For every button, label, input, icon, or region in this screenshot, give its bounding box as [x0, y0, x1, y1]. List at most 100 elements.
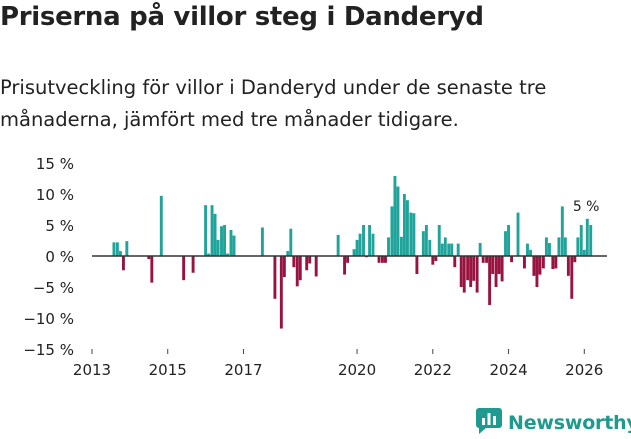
bar: [292, 256, 296, 268]
bar: [431, 256, 435, 265]
bar: [551, 256, 555, 270]
bar: [220, 226, 223, 256]
bar: [402, 194, 406, 256]
bar: [516, 212, 520, 256]
bar: [475, 256, 479, 293]
bar: [526, 243, 529, 256]
bar: [443, 237, 447, 256]
bar: [428, 239, 432, 256]
bar: [112, 242, 116, 256]
bar: [279, 256, 283, 329]
x-tick-label: 2022: [414, 361, 452, 379]
bar: [554, 256, 558, 269]
bar: [286, 251, 290, 256]
bar: [494, 256, 498, 287]
bar: [346, 256, 350, 263]
bar: [390, 206, 394, 256]
bar: [355, 239, 359, 256]
bar: [504, 231, 507, 256]
bar: [560, 206, 564, 256]
chart-subtitle: Prisutveckling för villor i Danderyd und…: [0, 76, 547, 131]
latest-value-annotation: 5 %: [573, 199, 600, 215]
bar: [582, 249, 586, 256]
x-tick-label: 2017: [224, 361, 262, 379]
bar: [150, 256, 154, 283]
bar: [204, 205, 208, 256]
x-tick-label: 2020: [338, 361, 376, 379]
bar: [147, 256, 151, 260]
y-tick-label: 10 %: [36, 186, 74, 204]
bar: [500, 256, 504, 282]
bar: [226, 253, 230, 256]
bar: [421, 231, 425, 256]
bar: [387, 237, 390, 256]
bar: [466, 256, 470, 281]
bar: [118, 251, 122, 256]
bar: [579, 225, 583, 256]
bar: [557, 237, 561, 256]
bar: [115, 242, 119, 256]
bar: [563, 237, 567, 256]
bar: [434, 256, 438, 261]
bar: [547, 242, 551, 256]
bar: [371, 233, 375, 256]
bar: [576, 237, 580, 256]
bar: [440, 243, 444, 256]
bar: [282, 256, 286, 278]
bar: [459, 256, 463, 287]
newsworthy-logo-icon: [476, 407, 502, 439]
chart-title: Priserna på villor steg i Danderyd: [0, 2, 484, 32]
bar: [399, 236, 403, 256]
bar: [232, 235, 236, 256]
bar: [485, 256, 489, 263]
bar: [191, 256, 195, 273]
bar: [368, 225, 372, 256]
bar: [260, 227, 264, 256]
bar: [544, 237, 548, 256]
bar: [210, 205, 214, 256]
y-tick-label: −10 %: [23, 310, 74, 328]
bar: [450, 243, 454, 256]
bar: [362, 225, 365, 256]
bar: [491, 256, 495, 274]
bar: [529, 249, 532, 256]
bar: [352, 249, 356, 256]
bar: [384, 256, 387, 263]
bar: [289, 228, 293, 256]
newsworthy-brand[interactable]: Newsworthy: [476, 408, 631, 438]
bar: [478, 242, 482, 256]
bar: [380, 256, 384, 263]
bar: [415, 256, 419, 274]
bar: [298, 256, 302, 281]
bar: [573, 256, 577, 263]
bar: [535, 256, 539, 287]
y-tick-label: 15 %: [36, 155, 74, 173]
bar: [570, 256, 574, 299]
bar: [566, 256, 570, 276]
bar: [223, 225, 226, 256]
x-tick-label: 2026: [565, 361, 603, 379]
y-tick-label: −5 %: [33, 279, 74, 297]
bar: [412, 213, 416, 256]
bar: [497, 256, 501, 274]
bar: [159, 195, 163, 256]
bar: [589, 225, 593, 256]
newsworthy-brand-name: Newsworthy: [508, 412, 631, 434]
bar: [510, 256, 514, 263]
bar: [343, 256, 347, 275]
bar: [121, 256, 125, 271]
bar: [462, 256, 466, 293]
bar: [424, 225, 428, 256]
bar: [207, 253, 211, 256]
bar: [447, 243, 451, 256]
bar: [453, 256, 457, 268]
bar: [472, 256, 476, 281]
y-tick-label: 0 %: [45, 248, 74, 266]
bar: [305, 256, 309, 271]
bar: [358, 233, 362, 256]
bar: [469, 256, 473, 287]
bar: [585, 218, 589, 256]
bar: [393, 176, 397, 256]
bar: [481, 256, 485, 263]
